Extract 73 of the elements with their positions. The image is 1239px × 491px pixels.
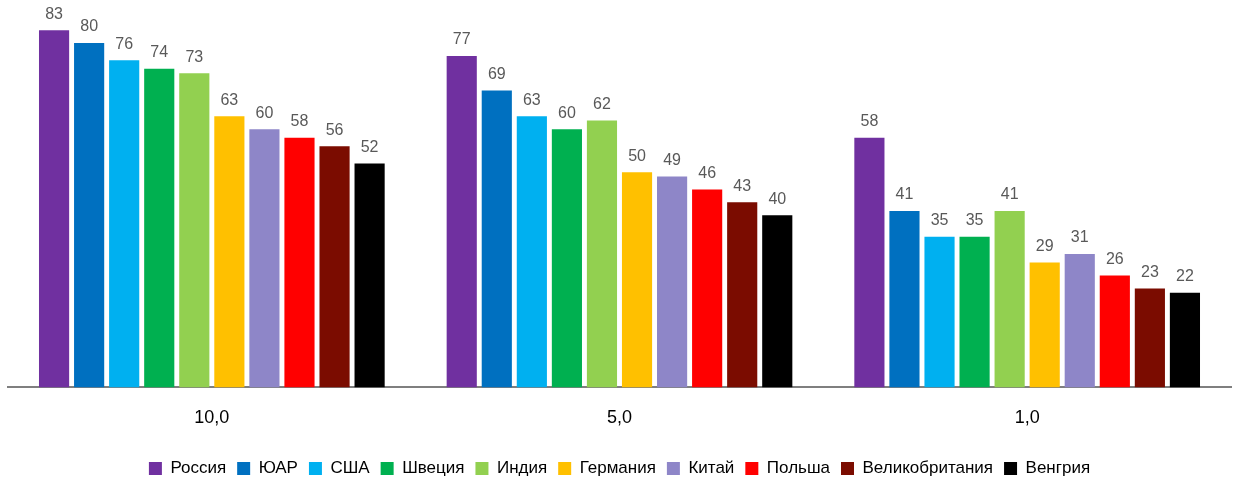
data-label: 50 — [628, 146, 647, 164]
data-label: 80 — [80, 17, 99, 35]
bar — [214, 116, 245, 388]
bar — [889, 210, 920, 388]
data-label: 63 — [220, 90, 239, 108]
data-label: 35 — [965, 211, 984, 229]
bar — [1029, 262, 1060, 388]
data-label: 58 — [290, 112, 309, 130]
data-label: 77 — [452, 30, 471, 48]
bar — [481, 90, 512, 388]
data-label: 26 — [1105, 249, 1124, 267]
bar — [516, 116, 547, 388]
bar — [74, 43, 105, 388]
bar — [179, 73, 210, 388]
x-tick-label: 1,0 — [1014, 407, 1040, 428]
bar — [1064, 253, 1095, 388]
data-label: 73 — [185, 47, 204, 65]
data-label: 83 — [45, 4, 64, 22]
data-label: 60 — [558, 103, 576, 121]
legend-label: Индия — [496, 458, 548, 478]
bar — [144, 68, 175, 388]
data-label: 22 — [1176, 267, 1194, 285]
data-label: 35 — [930, 211, 949, 229]
bar — [446, 55, 477, 388]
data-label: 31 — [1070, 228, 1089, 246]
bar — [924, 236, 955, 388]
data-label: 76 — [115, 34, 134, 52]
bar — [1169, 292, 1201, 388]
legend-label: Польша — [766, 458, 831, 478]
legend-label: Венгрия — [1025, 458, 1091, 478]
data-label: 23 — [1140, 262, 1159, 280]
bar — [994, 210, 1025, 388]
bar — [657, 176, 688, 388]
legend-label: Россия — [170, 458, 227, 478]
bar — [692, 189, 723, 388]
data-label: 56 — [325, 120, 344, 138]
bar — [586, 120, 618, 388]
data-label: 74 — [150, 43, 169, 61]
legend-label: ЮАР — [258, 458, 298, 478]
data-label: 49 — [663, 150, 682, 168]
bar — [621, 172, 653, 388]
legend-label: Швеция — [402, 458, 465, 478]
bar — [959, 236, 990, 388]
x-tick-label: 5,0 — [606, 407, 633, 428]
data-label: 41 — [1000, 185, 1019, 203]
bar — [551, 129, 582, 388]
bar — [727, 202, 758, 388]
bar — [38, 30, 70, 388]
data-label: 62 — [593, 94, 611, 112]
bar — [109, 60, 140, 388]
data-label: 43 — [733, 176, 752, 194]
bar — [354, 163, 385, 388]
bar — [319, 146, 350, 388]
legend-label: Великобритания — [862, 458, 994, 478]
data-label: 69 — [487, 64, 506, 82]
legend-label: США — [330, 458, 371, 478]
data-label: 60 — [255, 103, 274, 121]
legend-label: Китай — [688, 458, 735, 478]
bar — [762, 215, 793, 388]
data-label: 41 — [895, 185, 914, 203]
data-label: 52 — [360, 137, 379, 155]
legend-label: Германия — [579, 458, 656, 478]
bar — [1099, 275, 1130, 388]
data-label: 40 — [768, 189, 787, 207]
bar — [249, 129, 280, 388]
bar — [284, 137, 315, 388]
data-label: 46 — [698, 163, 717, 181]
data-label: 58 — [860, 112, 879, 130]
bar — [1134, 288, 1165, 388]
x-tick-label: 10,0 — [194, 407, 230, 428]
data-label: 29 — [1035, 236, 1054, 254]
bar — [854, 137, 885, 388]
data-label: 63 — [522, 90, 541, 108]
